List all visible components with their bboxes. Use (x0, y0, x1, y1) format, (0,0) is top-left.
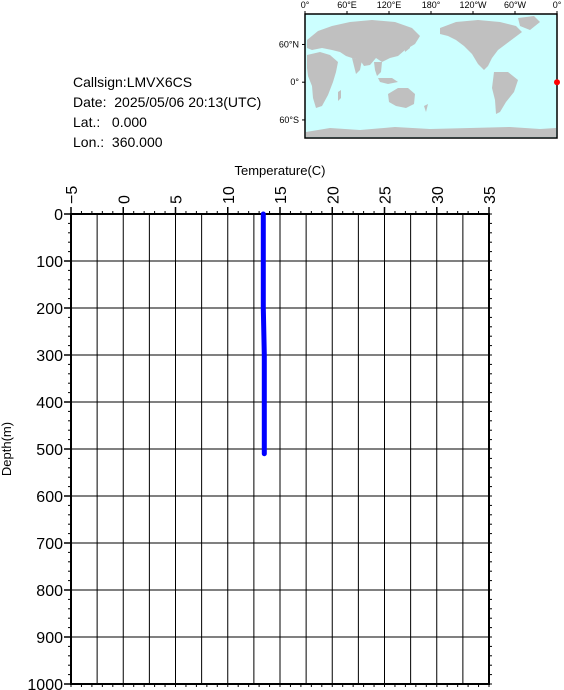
x-tick-label: 5 (169, 195, 186, 204)
map-lon-label: 180° (422, 0, 441, 10)
y-tick-labels: 0 100 200 300 400 500 600 700 800 900 1000 (27, 207, 63, 690)
callsign-text: Callsign:LMVX6CS (73, 74, 193, 90)
y-tick-label: 200 (36, 301, 63, 318)
map-latitude-labels: 60°N 0° 60°S (279, 39, 305, 125)
map-lat-label: 60°S (279, 115, 299, 125)
y-tick-label: 100 (36, 254, 63, 271)
x-tick-label: 30 (430, 186, 447, 204)
y-tick-label: 1000 (27, 677, 63, 690)
profile-chart: −5 0 5 10 15 20 25 30 35 01002003004005006007008… (0, 163, 499, 690)
latitude-text: Lat.: 0.000 (73, 114, 147, 130)
map-lon-label: 0° (553, 0, 562, 10)
y-tick-label: 700 (36, 536, 63, 553)
x-tick-label: 20 (325, 186, 342, 204)
x-axis-label: Temperature(C) (234, 163, 325, 178)
map-lon-label: 120°E (377, 0, 402, 10)
axis-ticks (64, 207, 492, 687)
x-tick-label: 10 (221, 186, 238, 204)
x-tick-label: −5 (64, 186, 81, 204)
profile-location-marker (554, 79, 560, 86)
y-tick-label: 400 (36, 395, 63, 412)
y-tick-label: 500 (36, 442, 63, 459)
temperature-profile-line (260, 211, 267, 457)
land-south-america (492, 72, 518, 114)
land-new-zealand (424, 104, 428, 112)
world-map: 0° 60°E 120°E 180° 120°W 60°W 0° 60°N 0° 60°S (279, 0, 562, 139)
map-lat-label: 0° (290, 77, 299, 87)
chart-grid (70, 213, 490, 685)
profile-info: Callsign:LMVX6CS Date: 2025/05/06 20:13(… (73, 72, 261, 152)
land-indochina (374, 62, 382, 76)
land-africa (307, 52, 338, 108)
map-lon-label: 0° (301, 0, 310, 10)
land-eurasia (307, 20, 420, 66)
land-antarctica (306, 127, 556, 137)
map-longitude-labels: 0° 60°E 120°E 180° 120°W 60°W 0° (301, 0, 562, 14)
longitude-text: Lon.: 360.000 (73, 134, 163, 150)
map-land (306, 16, 556, 137)
land-india (352, 58, 362, 74)
y-tick-label: 900 (36, 630, 63, 647)
map-lon-label: 60°E (337, 0, 357, 10)
land-indonesia (378, 78, 398, 84)
y-tick-label: 300 (36, 348, 63, 365)
date-text: Date: 2025/05/06 20:13(UTC) (73, 94, 262, 110)
land-north-america (440, 20, 522, 70)
y-tick-label: 0 (54, 207, 63, 224)
y-tick-label: 600 (36, 489, 63, 506)
x-tick-label: 15 (273, 186, 290, 204)
y-axis-label: Depth(m) (0, 422, 14, 476)
x-tick-labels: −5 0 5 10 15 20 25 30 35 (64, 186, 499, 204)
map-lat-label: 60°N (279, 39, 299, 49)
x-tick-label: 0 (116, 195, 133, 204)
x-tick-label: 25 (378, 186, 395, 204)
y-tick-label: 800 (36, 583, 63, 600)
land-greenland (518, 16, 540, 30)
map-lon-label: 60°W (504, 0, 527, 10)
x-tick-label: 35 (482, 186, 499, 204)
land-japan (404, 40, 410, 52)
land-australia (388, 88, 415, 108)
map-lon-label: 120°W (459, 0, 487, 10)
land-madagascar (338, 90, 341, 101)
